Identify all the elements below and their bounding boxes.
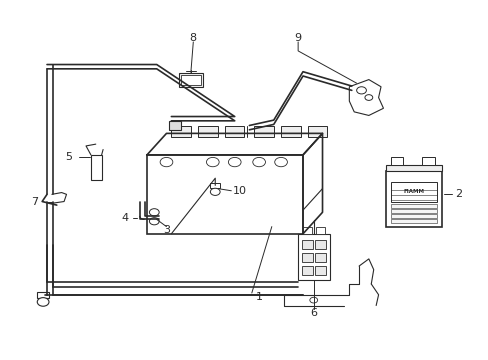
Bar (303, 227, 311, 234)
Bar (390, 215, 436, 218)
Bar (307, 126, 327, 137)
Text: 4: 4 (121, 213, 128, 223)
Bar (315, 253, 325, 262)
Text: 7: 7 (31, 197, 39, 207)
Text: 8: 8 (189, 33, 197, 43)
Circle shape (206, 157, 219, 167)
Bar (171, 126, 190, 137)
Bar (198, 126, 217, 137)
Text: FIAMM: FIAMM (403, 189, 424, 194)
Bar (168, 121, 181, 130)
Circle shape (149, 218, 159, 225)
Bar (390, 157, 402, 165)
Bar (254, 126, 273, 137)
Bar (224, 126, 244, 137)
Text: 1: 1 (255, 292, 262, 302)
Bar (302, 240, 312, 249)
Bar (385, 165, 441, 171)
Circle shape (309, 297, 317, 303)
Text: 9: 9 (294, 33, 301, 43)
Bar (390, 220, 436, 223)
Circle shape (210, 188, 220, 195)
Text: 6: 6 (310, 308, 317, 318)
Bar (178, 73, 203, 87)
Text: 10: 10 (232, 186, 246, 196)
Bar (181, 75, 200, 85)
Bar (302, 266, 312, 275)
Circle shape (228, 157, 241, 167)
Circle shape (364, 95, 372, 100)
Bar (315, 240, 325, 249)
Bar (37, 292, 49, 298)
Bar (147, 155, 303, 234)
Circle shape (160, 157, 172, 167)
Bar (210, 183, 220, 188)
Bar (390, 204, 436, 208)
Bar (91, 155, 102, 180)
Circle shape (37, 298, 49, 306)
Bar (315, 266, 325, 275)
Text: 2: 2 (454, 189, 462, 199)
Bar (422, 157, 434, 165)
Bar (302, 253, 312, 262)
Bar (390, 182, 436, 202)
Circle shape (274, 157, 287, 167)
Bar (281, 126, 300, 137)
Circle shape (252, 157, 265, 167)
Circle shape (149, 209, 159, 216)
Text: 5: 5 (65, 152, 72, 162)
Bar (385, 171, 441, 226)
Circle shape (356, 87, 366, 94)
Text: 3: 3 (163, 225, 170, 235)
Bar (298, 234, 329, 280)
Bar (390, 210, 436, 213)
Bar (316, 227, 325, 234)
